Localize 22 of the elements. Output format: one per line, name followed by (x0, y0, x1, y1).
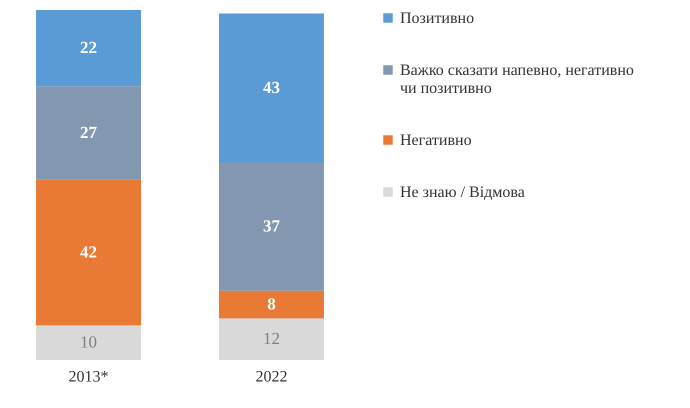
data-label: 42 (80, 242, 98, 262)
bar (218, 162, 324, 291)
x-tick-label: 2013* (68, 368, 109, 386)
x-tick-label: 2022 (255, 368, 288, 386)
data-label: 22 (80, 38, 98, 58)
legend-label: Позитивно (400, 10, 474, 27)
bar (36, 180, 142, 326)
data-label: 12 (262, 329, 280, 348)
legend-label: Важко сказати напевно, негативно чи позитивно (400, 62, 634, 97)
data-label: 10 (80, 332, 98, 352)
bar (36, 86, 142, 180)
data-label: 8 (267, 294, 276, 314)
bar (36, 325, 142, 360)
data-label: 37 (262, 216, 280, 236)
bar (218, 13, 324, 162)
data-label: 43 (262, 78, 280, 97)
bar (36, 10, 142, 86)
bar (218, 318, 324, 360)
legend-label: Негативно (400, 132, 472, 149)
bar (218, 290, 324, 318)
legend-label: Не знаю / Відмова (400, 184, 525, 201)
data-label: 27 (80, 123, 98, 142)
